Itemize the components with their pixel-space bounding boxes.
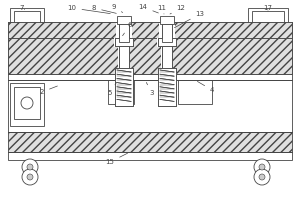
Bar — [8, 38, 292, 74]
Text: 9: 9 — [112, 4, 123, 13]
Text: 8: 8 — [92, 5, 116, 13]
Circle shape — [27, 174, 33, 180]
Bar — [115, 68, 133, 106]
Bar — [158, 68, 176, 106]
Circle shape — [259, 174, 265, 180]
Bar — [119, 24, 129, 42]
Bar — [159, 23, 175, 39]
Circle shape — [254, 169, 270, 185]
Bar — [115, 38, 133, 46]
Text: 14: 14 — [139, 4, 158, 13]
Bar — [119, 46, 129, 68]
Bar — [119, 24, 129, 42]
Text: 2: 2 — [40, 86, 57, 95]
Bar — [248, 8, 288, 38]
Bar — [157, 38, 177, 47]
Bar — [158, 68, 176, 106]
Text: 4: 4 — [197, 81, 214, 93]
Bar — [10, 83, 44, 126]
Text: 12: 12 — [170, 5, 185, 14]
Bar — [10, 8, 44, 38]
Circle shape — [22, 159, 38, 175]
Bar — [160, 16, 174, 24]
Bar — [119, 46, 129, 68]
Bar — [8, 80, 292, 132]
Bar — [8, 22, 292, 38]
Bar — [178, 80, 212, 104]
Circle shape — [22, 169, 38, 185]
Bar — [158, 38, 176, 46]
Text: 15: 15 — [106, 153, 128, 165]
Bar — [158, 38, 176, 46]
Text: 7: 7 — [20, 5, 25, 11]
Text: 11: 11 — [158, 5, 166, 14]
Circle shape — [254, 159, 270, 175]
Bar — [14, 11, 40, 31]
Text: 13: 13 — [174, 11, 205, 28]
Bar — [115, 38, 133, 46]
Bar — [8, 152, 292, 160]
Text: 17: 17 — [263, 5, 272, 11]
Bar — [162, 46, 172, 68]
Bar — [14, 87, 40, 119]
Circle shape — [27, 164, 33, 170]
Text: 5: 5 — [108, 82, 116, 96]
Bar — [8, 74, 292, 80]
Circle shape — [259, 164, 265, 170]
Bar — [114, 38, 134, 47]
Bar — [117, 16, 131, 24]
Bar — [116, 23, 132, 39]
Bar — [161, 47, 173, 74]
Bar — [8, 22, 292, 38]
Bar — [44, 29, 250, 34]
Bar — [162, 24, 172, 42]
Text: 10: 10 — [68, 5, 110, 14]
Bar — [162, 46, 172, 68]
Bar — [118, 47, 130, 74]
Text: 6: 6 — [123, 22, 132, 36]
Text: 3: 3 — [146, 82, 154, 96]
Bar — [252, 11, 284, 31]
Bar — [8, 132, 292, 152]
Bar — [108, 80, 134, 104]
Bar — [8, 38, 292, 74]
Bar — [115, 68, 133, 106]
Bar — [162, 24, 172, 42]
Circle shape — [21, 97, 33, 109]
